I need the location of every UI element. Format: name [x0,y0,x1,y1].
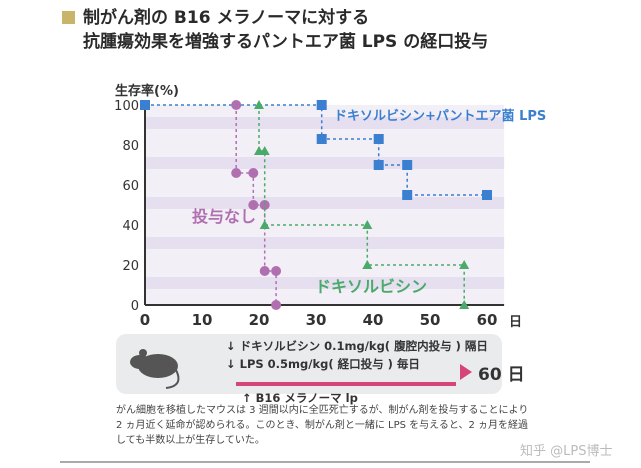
mouse-icon [130,349,180,389]
data-point-circle [231,168,242,178]
y-tick-label: 0 [131,299,139,314]
title-bullet [62,11,75,24]
y-axis-label: 生存率(%) [115,83,179,99]
y-tick-label: 60 [122,179,139,194]
figure-title: 制がん剤の B16 メラノーマに対する 抗腫瘍効果を増強するパントエア菌 LPS… [62,6,488,54]
b16-inoculation: ↑ B16 メラノーマ lp [242,391,358,405]
data-point-circle [231,100,242,110]
data-point-square [482,190,492,200]
data-point-square [316,100,327,110]
data-point-circle [271,300,282,310]
data-point-square [373,134,384,144]
grid-stripe [145,117,505,129]
x-tick-label: 30 [306,311,327,329]
title-line2: 抗腫瘍効果を増強するパントエア菌 LPS の経口投与 [83,32,489,52]
data-point-triangle [362,220,373,229]
data-point-square [373,160,384,170]
doxorubicin-dose: ↓ ドキソルビシン 0.1mg/kg( 腹腔内投与 ) 隔日 [226,339,488,353]
grid-stripe [145,197,505,209]
data-point-circle [248,200,259,210]
y-tick-label: 20 [122,259,139,274]
y-tick-label: 100 [114,99,139,114]
watermark: 知乎 @LPS博士 [520,444,613,459]
data-point-triangle [259,146,270,155]
data-point-square [402,160,413,170]
series-label: 投与なし [192,207,256,226]
x-tick-label: 20 [249,311,270,329]
data-point-triangle [459,260,470,269]
data-point-circle [259,200,270,210]
data-point-triangle [254,100,264,109]
data-point-square [140,100,150,110]
timeline-arrow [236,382,456,386]
x-tick-label: 60 [477,311,498,329]
data-point-triangle [259,220,270,229]
caption: がん細胞を移植したマウスは 3 週間以内に全匹死亡するが、制がん剤を投与すること… [116,405,529,446]
data-point-triangle [362,260,373,269]
data-point-triangle [459,300,470,309]
series-label: ドキソルビシン+パントエア菌 LPS [334,108,546,124]
grid-stripe [145,157,505,169]
data-point-circle [259,266,270,276]
series-line [258,105,465,305]
data-point-circle [271,266,282,276]
grid-stripe [145,237,505,249]
x-tick-label: 10 [192,311,213,329]
x-axis-label: 日 [509,315,522,330]
x-tick-label: 40 [363,311,384,329]
divider [60,461,590,463]
timeline-end: 60 日 [478,365,525,385]
y-tick-label: 80 [122,139,139,154]
lps-dose: ↓ LPS 0.5mg/kg( 経口投与 ) 毎日 [226,357,420,371]
y-tick-label: 40 [122,219,139,234]
timeline-arrowhead [460,364,472,380]
data-point-square [402,190,413,200]
title-line1: 制がん剤の B16 メラノーマに対する [83,8,370,28]
x-tick-label: 0 [140,311,150,329]
x-tick-label: 50 [420,311,441,329]
protocol-box: ↓ ドキソルビシン 0.1mg/kg( 腹腔内投与 ) 隔日 ↓ LPS 0.5… [116,334,502,405]
series-label: ドキソルビシン [315,277,427,296]
data-point-circle [248,168,259,178]
data-point-square [316,134,327,144]
grid-stripe [145,277,505,289]
series-line [145,104,487,196]
